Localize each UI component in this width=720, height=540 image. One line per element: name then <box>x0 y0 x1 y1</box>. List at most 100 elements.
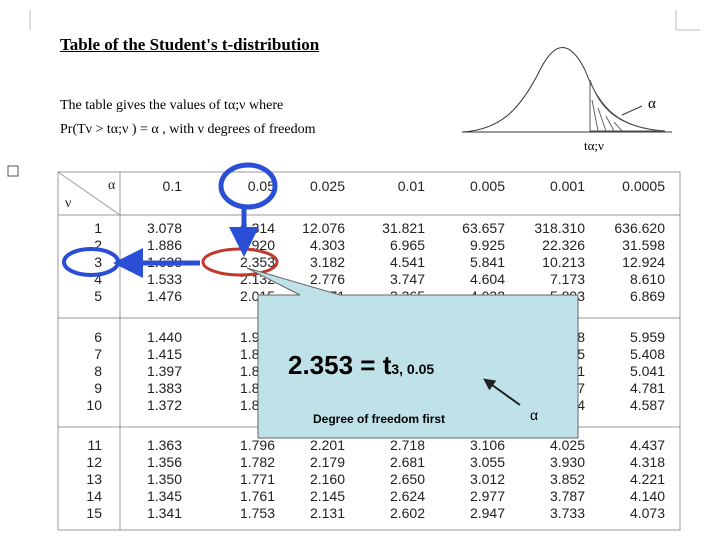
table-cell: 636.620 <box>614 220 665 236</box>
table-cell: 1.356 <box>146 454 182 470</box>
table-cell: 2.624 <box>389 488 425 504</box>
table-cell: 4.025 <box>549 437 585 453</box>
df-label: 14 <box>86 488 102 504</box>
table-cell: 3.106 <box>469 437 505 453</box>
df-label: 8 <box>94 363 102 379</box>
callout-box <box>246 267 579 439</box>
callout-alpha: α <box>530 407 539 423</box>
table-cell: 1.782 <box>239 454 275 470</box>
table-cell: 1.771 <box>239 471 275 487</box>
density-curve <box>461 47 666 133</box>
table-cell: 2.201 <box>309 437 345 453</box>
column-header: 0.05 <box>247 178 275 194</box>
table-cell: 4.604 <box>469 271 505 287</box>
table-cell: 31.598 <box>622 237 665 253</box>
table-cell: 3.787 <box>549 488 585 504</box>
df-label: 6 <box>94 329 102 345</box>
df-label: 10 <box>86 397 102 413</box>
table-cell: 3.930 <box>549 454 585 470</box>
diagonal <box>57 171 121 216</box>
df-label: 11 <box>87 437 102 453</box>
leader <box>621 105 643 116</box>
table-cell: 4.781 <box>629 380 665 396</box>
anchor-icon <box>7 165 19 177</box>
callout-equation: 2.353 = t3, 0.05 <box>288 350 434 381</box>
highlight-column <box>218 162 278 210</box>
table-cell: 4.587 <box>629 397 665 413</box>
df-label: 2 <box>94 237 102 253</box>
df-label: 1 <box>94 220 102 236</box>
table-cell: 3.852 <box>549 471 585 487</box>
table-cell: 1.350 <box>146 471 182 487</box>
table-cell: 3.182 <box>309 254 345 270</box>
table-cell: 12.076 <box>302 220 345 236</box>
df-label: 7 <box>94 346 102 362</box>
table-cell: 1.476 <box>146 288 182 304</box>
table-cell: 22.326 <box>542 237 585 253</box>
callout-note: Degree of freedom first <box>313 412 446 426</box>
table-cell: 1.440 <box>146 329 182 345</box>
corner-alpha: α <box>108 178 116 193</box>
column-header: 0.025 <box>309 178 345 194</box>
df-label: 13 <box>86 471 102 487</box>
df-label: 3 <box>94 254 102 270</box>
table-cell: 1.372 <box>146 397 182 413</box>
table-cell: 5.408 <box>629 346 665 362</box>
figure-alpha: α <box>648 96 656 112</box>
table-cell: 1.383 <box>146 380 182 396</box>
table-cell: 2.776 <box>309 271 345 287</box>
table-cell: 2.718 <box>389 437 425 453</box>
table-cell: 7.173 <box>549 271 585 287</box>
corner-nu: ν <box>65 196 72 211</box>
table-cell: 1.345 <box>146 488 182 504</box>
column-header: 0.01 <box>397 178 425 194</box>
column-header: 0.005 <box>469 178 505 194</box>
table-cell: 2.145 <box>309 488 345 504</box>
table-cell: 10.213 <box>542 254 585 270</box>
table-cell: 1.761 <box>239 488 275 504</box>
hatch <box>591 99 623 132</box>
table-cell: 4.221 <box>629 471 665 487</box>
table-cell: 4.303 <box>309 237 345 253</box>
table-cell: 3.012 <box>469 471 505 487</box>
df-label: 12 <box>86 454 102 470</box>
table-cell: 4.318 <box>629 454 665 470</box>
table-cell: 1.533 <box>146 271 182 287</box>
table-cell: 4.541 <box>389 254 425 270</box>
table-cell: 2.650 <box>389 471 425 487</box>
table-cell: 1.415 <box>146 346 182 362</box>
table-cell: 1.753 <box>239 505 275 521</box>
table-cell: 1.341 <box>146 505 182 521</box>
table-cell: 2.353 <box>239 254 275 270</box>
table-cell: 4.140 <box>629 488 665 504</box>
table-cell: 2.131 <box>309 505 345 521</box>
table-cell: 8.610 <box>629 271 665 287</box>
table-cell: 2.977 <box>469 488 505 504</box>
table-border <box>57 171 681 531</box>
table-cell: 63.657 <box>462 220 505 236</box>
table-cell: 1.886 <box>146 237 182 253</box>
table-cell: 3.078 <box>146 220 182 236</box>
highlight-row <box>62 247 120 277</box>
arrow <box>483 378 521 406</box>
table-cell: 1.397 <box>146 363 182 379</box>
table-cell: 31.821 <box>382 220 425 236</box>
table-cell: 1.796 <box>239 437 275 453</box>
table-cell: 2.179 <box>309 454 345 470</box>
df-label: 5 <box>94 288 102 304</box>
table-cell: 5.041 <box>629 363 665 379</box>
table-cell: 9.925 <box>469 237 505 253</box>
table-cell: 3.055 <box>469 454 505 470</box>
df-label: 9 <box>94 380 102 396</box>
table-cell: 12.924 <box>622 254 665 270</box>
table-cell: 2.160 <box>309 471 345 487</box>
intro-line: Pr(Tν > tα;ν ) = α , with ν degrees of f… <box>60 122 316 137</box>
table-cell: 3.747 <box>389 271 425 287</box>
table-cell: 5.841 <box>469 254 505 270</box>
table-cell: 2.681 <box>389 454 425 470</box>
table-cell: 2.602 <box>389 505 425 521</box>
table-cell: 4.073 <box>629 505 665 521</box>
figure-t-label: tα;ν <box>584 138 604 153</box>
